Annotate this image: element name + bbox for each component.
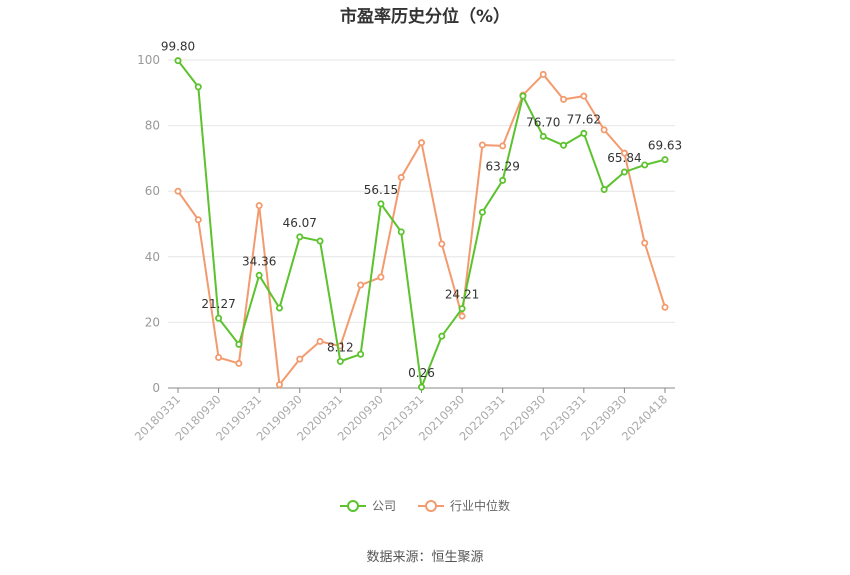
data-point-industry[interactable]: [296, 355, 304, 363]
data-point-industry[interactable]: [620, 149, 628, 157]
data-point-industry[interactable]: [357, 281, 365, 289]
data-point-industry[interactable]: [397, 173, 405, 181]
y-tick-label: 80: [145, 119, 160, 133]
legend: 公司 行业中位数: [0, 497, 850, 514]
data-point-industry[interactable]: [255, 202, 263, 210]
data-point-company[interactable]: [194, 83, 202, 91]
data-point-company[interactable]: [580, 129, 588, 137]
chart-title: 市盈率历史分位（%）: [339, 7, 511, 27]
data-point-company[interactable]: [275, 304, 283, 312]
data-point-company[interactable]: [296, 233, 304, 241]
data-labels: 99.80 21.27 34.36 46.07 8.12 56.15 0.26 24.21 63…: [161, 40, 682, 380]
data-point-industry[interactable]: [499, 142, 507, 150]
data-point-company[interactable]: [255, 271, 263, 279]
legend-item-company[interactable]: 公司: [339, 497, 396, 514]
data-point-company[interactable]: [417, 383, 425, 391]
data-point-company[interactable]: [600, 186, 608, 194]
data-label-company: 34.36: [242, 254, 276, 268]
data-point-company[interactable]: [560, 141, 568, 149]
data-source: 数据来源：恒生聚源: [366, 550, 484, 565]
data-point-company[interactable]: [397, 228, 405, 236]
data-point-industry[interactable]: [600, 126, 608, 134]
grid-lines: [168, 59, 675, 323]
data-point-company[interactable]: [377, 200, 385, 208]
series: [174, 57, 669, 391]
y-tick-label: 100: [137, 53, 160, 67]
data-point-industry[interactable]: [235, 359, 243, 367]
data-point-industry[interactable]: [478, 141, 486, 149]
data-point-industry[interactable]: [316, 337, 324, 345]
data-point-industry[interactable]: [560, 95, 568, 103]
data-point-company[interactable]: [539, 132, 547, 140]
y-tick-label: 40: [145, 250, 160, 264]
data-label-company: 69.63: [648, 139, 682, 153]
company-line-icon: [339, 499, 366, 512]
data-point-company[interactable]: [661, 156, 669, 164]
data-point-industry[interactable]: [458, 312, 466, 320]
data-point-company[interactable]: [438, 332, 446, 340]
data-point-company[interactable]: [174, 57, 182, 65]
data-point-industry[interactable]: [194, 216, 202, 224]
line-chart: 0204060801002018033120180930201903312019…: [132, 40, 682, 444]
data-point-industry[interactable]: [580, 92, 588, 100]
data-point-industry[interactable]: [377, 273, 385, 281]
data-label-company: 77.62: [567, 112, 601, 126]
data-point-company[interactable]: [235, 340, 243, 348]
data-point-industry[interactable]: [539, 70, 547, 78]
data-label-company: 8.12: [327, 340, 354, 354]
data-label-company: 76.70: [526, 115, 560, 129]
data-point-company[interactable]: [357, 350, 365, 358]
data-point-company[interactable]: [620, 168, 628, 176]
industry-line-icon: [418, 499, 444, 512]
data-label-company: 0.26: [408, 366, 435, 380]
legend-label-industry: 行业中位数: [450, 499, 511, 513]
y-tick-label: 0: [152, 381, 160, 395]
data-point-industry[interactable]: [215, 353, 223, 361]
data-point-industry[interactable]: [174, 187, 182, 195]
data-point-company[interactable]: [641, 161, 649, 169]
data-label-company: 99.80: [161, 40, 195, 54]
data-label-company: 56.15: [364, 183, 398, 197]
data-point-industry[interactable]: [275, 381, 283, 389]
data-point-company[interactable]: [336, 357, 344, 365]
data-point-company[interactable]: [478, 208, 486, 216]
data-point-industry[interactable]: [641, 239, 649, 247]
data-point-company[interactable]: [215, 314, 223, 322]
y-tick-label: 60: [145, 184, 160, 198]
data-point-company[interactable]: [499, 176, 507, 184]
data-point-industry[interactable]: [417, 139, 425, 147]
data-point-industry[interactable]: [438, 240, 446, 248]
data-label-company: 24.21: [445, 288, 479, 302]
data-label-company: 46.07: [283, 216, 317, 230]
data-point-company[interactable]: [519, 92, 527, 100]
legend-label-company: 公司: [371, 499, 396, 513]
legend-item-industry[interactable]: 行业中位数: [418, 497, 510, 514]
data-point-company[interactable]: [458, 305, 466, 313]
data-point-company[interactable]: [316, 237, 324, 245]
data-point-industry[interactable]: [661, 303, 669, 311]
y-tick-label: 20: [145, 315, 160, 329]
data-label-company: 65.84: [607, 151, 641, 165]
data-label-company: 63.29: [485, 159, 519, 173]
data-label-company: 21.27: [201, 297, 235, 311]
